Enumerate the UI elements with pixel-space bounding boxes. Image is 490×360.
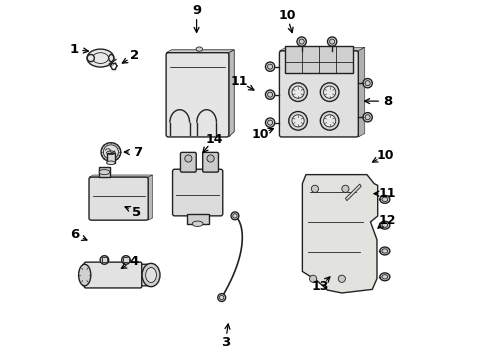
Ellipse shape: [289, 83, 307, 102]
Ellipse shape: [207, 155, 214, 162]
Ellipse shape: [310, 275, 317, 282]
FancyBboxPatch shape: [89, 177, 148, 220]
FancyBboxPatch shape: [166, 53, 229, 137]
Polygon shape: [302, 175, 378, 293]
Polygon shape: [358, 47, 365, 137]
Ellipse shape: [87, 54, 95, 62]
Ellipse shape: [103, 145, 119, 159]
Ellipse shape: [231, 212, 239, 220]
Ellipse shape: [266, 90, 275, 99]
Ellipse shape: [78, 264, 91, 286]
Ellipse shape: [380, 247, 390, 255]
FancyBboxPatch shape: [84, 262, 142, 288]
Ellipse shape: [327, 37, 337, 46]
FancyBboxPatch shape: [279, 51, 358, 137]
Text: 13: 13: [311, 280, 329, 293]
Text: 2: 2: [130, 49, 140, 62]
Ellipse shape: [320, 83, 339, 102]
Ellipse shape: [338, 275, 345, 282]
Ellipse shape: [101, 143, 121, 161]
Polygon shape: [172, 50, 234, 132]
Text: 11: 11: [231, 75, 248, 88]
Bar: [123, 257, 129, 262]
Ellipse shape: [266, 62, 275, 71]
Text: 11: 11: [378, 187, 396, 200]
Ellipse shape: [311, 185, 318, 192]
Text: 1: 1: [69, 43, 78, 56]
Ellipse shape: [297, 37, 306, 46]
Text: 9: 9: [192, 4, 201, 17]
FancyBboxPatch shape: [172, 169, 223, 216]
Ellipse shape: [196, 47, 202, 51]
Ellipse shape: [323, 86, 336, 98]
Polygon shape: [89, 175, 152, 177]
FancyBboxPatch shape: [180, 152, 196, 172]
Bar: [101, 257, 107, 262]
Ellipse shape: [292, 86, 304, 98]
Polygon shape: [83, 264, 155, 286]
Bar: [187, 214, 209, 224]
Bar: [99, 167, 110, 177]
Text: 14: 14: [205, 133, 223, 146]
Ellipse shape: [185, 155, 192, 162]
Polygon shape: [345, 184, 361, 201]
Ellipse shape: [380, 273, 390, 281]
Text: 10: 10: [252, 128, 270, 141]
Text: 8: 8: [383, 95, 392, 108]
Bar: [107, 153, 115, 163]
Text: 3: 3: [220, 336, 230, 349]
Ellipse shape: [292, 115, 304, 127]
Text: 10: 10: [376, 149, 394, 162]
Ellipse shape: [87, 49, 114, 67]
Polygon shape: [166, 50, 234, 53]
Ellipse shape: [320, 112, 339, 130]
Ellipse shape: [380, 221, 390, 229]
Ellipse shape: [323, 115, 336, 127]
Polygon shape: [148, 175, 152, 220]
Ellipse shape: [122, 256, 130, 264]
Ellipse shape: [100, 256, 109, 264]
Text: 6: 6: [70, 228, 79, 241]
Ellipse shape: [363, 113, 372, 122]
Ellipse shape: [192, 221, 203, 226]
Polygon shape: [279, 47, 365, 51]
Ellipse shape: [99, 170, 110, 175]
Ellipse shape: [146, 267, 156, 283]
Ellipse shape: [380, 195, 390, 203]
Text: 10: 10: [278, 9, 295, 22]
Text: 12: 12: [378, 214, 395, 227]
Bar: [285, 46, 353, 73]
Text: 5: 5: [132, 206, 142, 219]
Ellipse shape: [142, 264, 160, 287]
Ellipse shape: [218, 294, 226, 302]
Ellipse shape: [109, 54, 114, 62]
Ellipse shape: [266, 118, 275, 127]
Ellipse shape: [107, 161, 115, 165]
Polygon shape: [229, 50, 234, 137]
Text: 7: 7: [133, 145, 142, 158]
Ellipse shape: [289, 112, 307, 130]
Ellipse shape: [342, 185, 349, 192]
Text: 4: 4: [129, 255, 139, 267]
FancyBboxPatch shape: [203, 152, 219, 172]
Ellipse shape: [363, 78, 372, 88]
